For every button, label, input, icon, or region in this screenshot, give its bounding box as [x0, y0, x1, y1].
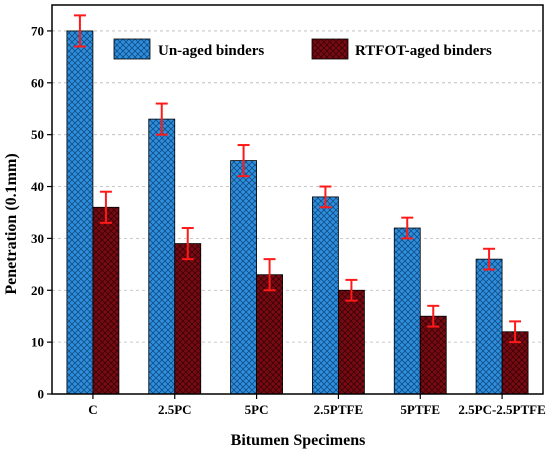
- y-tick-label: 40: [31, 179, 44, 194]
- legend-label-rtfot: RTFOT-aged binders: [355, 43, 492, 59]
- bar-rtfot-c: [92, 206, 120, 395]
- error-bars: [73, 14, 522, 344]
- y-tick-label: 50: [31, 127, 44, 142]
- y-tick-label: 60: [31, 75, 44, 90]
- y-tick-label: 20: [31, 283, 44, 298]
- y-axis-ticks: 0 10 20 30 40 50 60 70: [31, 23, 52, 402]
- error-bar: [237, 144, 250, 178]
- error-bar: [427, 304, 440, 328]
- y-tick-label: 30: [31, 231, 44, 246]
- error-bar: [345, 278, 358, 302]
- x-tick-label: 2.5PC-2.5PTFE: [458, 402, 545, 417]
- bar-unaged-2.5ptfe: [312, 196, 339, 395]
- error-bar: [181, 227, 194, 261]
- y-tick-label: 0: [38, 387, 45, 402]
- error-bar: [483, 247, 496, 271]
- legend-swatch-unaged: [113, 38, 151, 60]
- y-tick-label: 10: [31, 335, 44, 350]
- bar-unaged-5ptfe: [393, 227, 421, 395]
- bar-rtfot-5pc: [256, 274, 283, 395]
- error-bar: [99, 190, 112, 224]
- error-bar: [155, 102, 168, 136]
- bar-unaged-5pc: [230, 160, 257, 395]
- plot-frame: [51, 4, 544, 395]
- bar-rtfot-2.5ptfe: [338, 289, 365, 395]
- bar-unaged-2.5pc-2.5ptfe: [475, 258, 503, 395]
- x-axis-ticks: C 2.5PC 5PC 2.5PTFE 5PTFE 2.5PC-2.5PTFE: [88, 394, 546, 417]
- bar-unaged-2.5pc: [148, 118, 176, 395]
- y-axis-title: Penetration (0.1mm): [3, 153, 20, 294]
- x-axis-title: Bitumen Specimens: [231, 432, 366, 449]
- legend-label-unaged: Un-aged binders: [158, 43, 264, 59]
- error-bar: [319, 185, 332, 209]
- legend-swatch-rtfot: [311, 38, 349, 60]
- x-tick-label: 2.5PTFE: [314, 402, 363, 417]
- x-tick-label: 2.5PC: [158, 402, 192, 417]
- bar-rtfot-2.5pc: [174, 243, 202, 395]
- x-tick-label: 5PTFE: [400, 402, 440, 417]
- error-bar: [263, 258, 276, 292]
- bar-rtfot-5ptfe: [419, 315, 447, 395]
- y-tick-label: 70: [31, 23, 44, 38]
- error-bar: [401, 216, 414, 240]
- error-bar: [509, 320, 522, 344]
- x-tick-label: C: [88, 402, 97, 417]
- bars: [66, 30, 529, 395]
- x-tick-label: 5PC: [245, 402, 269, 417]
- error-bar: [73, 14, 86, 48]
- legend: Un-aged binders RTFOT-aged binders: [113, 38, 492, 60]
- grid-lines: [52, 30, 543, 343]
- bar-unaged-c: [66, 30, 94, 395]
